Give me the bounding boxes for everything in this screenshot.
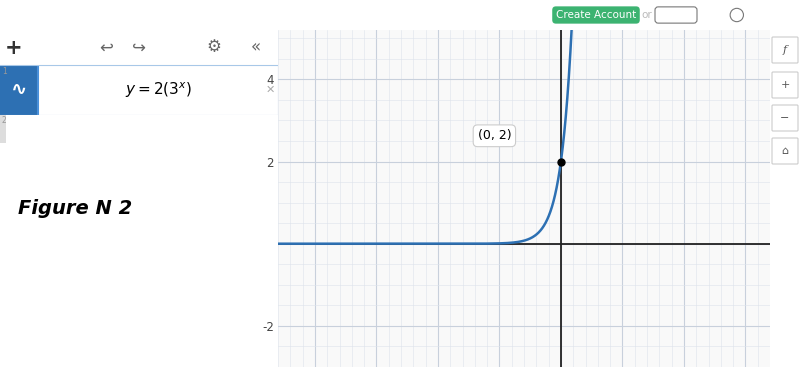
Text: ∿: ∿ — [11, 80, 27, 99]
Bar — [0, 65, 38, 115]
Text: ↪: ↪ — [132, 39, 146, 57]
Text: ⊕: ⊕ — [761, 8, 772, 22]
Text: 2: 2 — [2, 116, 6, 125]
FancyBboxPatch shape — [772, 37, 798, 63]
FancyBboxPatch shape — [772, 105, 798, 131]
Bar — [0, 115, 6, 143]
Text: +: + — [5, 37, 23, 58]
Text: −: − — [780, 113, 790, 123]
Text: «: « — [250, 39, 261, 57]
Text: ⌂: ⌂ — [782, 146, 789, 156]
Text: f: f — [783, 45, 787, 55]
Text: ≡: ≡ — [10, 6, 25, 24]
Text: or: or — [641, 10, 652, 20]
Text: Untitled Graph: Untitled Graph — [28, 8, 130, 22]
Text: ↩: ↩ — [98, 39, 113, 57]
Text: Create Account: Create Account — [556, 10, 636, 20]
Text: ?: ? — [734, 10, 740, 20]
Text: Sign In: Sign In — [658, 10, 694, 20]
Text: ✕: ✕ — [266, 85, 274, 95]
Text: desmos: desmos — [362, 6, 438, 25]
FancyBboxPatch shape — [772, 138, 798, 164]
Text: +: + — [780, 80, 790, 90]
Text: (0, 2): (0, 2) — [478, 129, 511, 142]
Text: $y = 2(3^x)$: $y = 2(3^x)$ — [125, 80, 191, 100]
Text: ✈: ✈ — [705, 8, 716, 22]
FancyBboxPatch shape — [772, 72, 798, 98]
Text: 1: 1 — [2, 67, 6, 76]
Text: Figure N 2: Figure N 2 — [18, 199, 132, 218]
Text: ⚙: ⚙ — [206, 39, 222, 57]
